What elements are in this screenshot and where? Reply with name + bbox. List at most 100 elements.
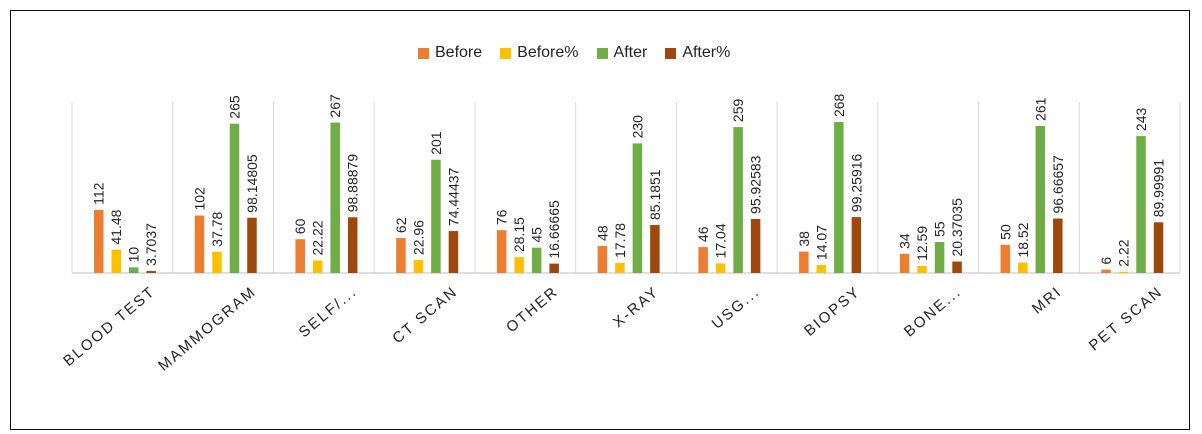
bar-before-percent-4 bbox=[514, 257, 524, 273]
data-label: 261 bbox=[1032, 97, 1048, 121]
legend-label-after-percent: After% bbox=[682, 44, 731, 61]
legend-label-before-percent: Before% bbox=[517, 44, 579, 61]
bar-after-0 bbox=[129, 267, 139, 273]
legend-swatch-before-percent bbox=[500, 47, 512, 59]
category-label: OTHER bbox=[503, 283, 562, 336]
bar-after-percent-9 bbox=[1053, 218, 1063, 273]
bar-before-percent-0 bbox=[111, 249, 121, 273]
bar-before-4 bbox=[496, 230, 507, 273]
bar-after-1 bbox=[229, 123, 240, 273]
data-label: 102 bbox=[191, 187, 207, 211]
data-label: 62 bbox=[393, 217, 409, 233]
bar-before-percent-5 bbox=[615, 262, 625, 273]
data-label: 48 bbox=[594, 225, 610, 241]
bar-after-percent-3 bbox=[448, 231, 459, 273]
data-label: 85.1851 bbox=[647, 169, 663, 220]
data-label: 38 bbox=[796, 231, 812, 247]
bar-before-6 bbox=[698, 247, 708, 273]
bar-before-9 bbox=[1000, 244, 1011, 273]
data-label: 74.44437 bbox=[445, 167, 461, 226]
bar-after-10 bbox=[1136, 136, 1146, 273]
data-label: 96.66657 bbox=[1050, 155, 1066, 214]
bar-before-5 bbox=[597, 245, 608, 273]
data-label: 76 bbox=[494, 209, 510, 225]
data-label: 60 bbox=[292, 218, 308, 234]
bar-after-percent-8 bbox=[952, 261, 962, 273]
bar-before-percent-1 bbox=[212, 251, 222, 273]
data-label: 17.78 bbox=[612, 223, 628, 258]
bar-after-percent-6 bbox=[750, 218, 761, 273]
data-label: 22.22 bbox=[310, 220, 326, 255]
bar-after-percent-7 bbox=[851, 217, 862, 273]
category-label: BIOPSY bbox=[801, 283, 864, 340]
bar-after-percent-4 bbox=[549, 263, 559, 273]
data-label: 265 bbox=[226, 95, 242, 119]
data-label: 17.04 bbox=[713, 223, 729, 258]
category-label: SELF/... bbox=[296, 283, 361, 341]
category-label: BLOOD TEST bbox=[60, 283, 159, 370]
data-label: 3.7037 bbox=[143, 223, 159, 266]
data-label: 268 bbox=[831, 93, 847, 117]
bar-after-percent-2 bbox=[347, 217, 358, 273]
category-label: BONE... bbox=[901, 283, 965, 340]
data-label: 28.15 bbox=[511, 217, 527, 252]
data-label: 112 bbox=[91, 182, 107, 205]
bar-after-5 bbox=[632, 143, 643, 273]
data-label: 34 bbox=[897, 233, 913, 249]
data-label: 50 bbox=[997, 224, 1013, 240]
legend-swatch-before bbox=[418, 47, 429, 59]
data-label: 37.78 bbox=[209, 211, 225, 246]
bar-after-6 bbox=[733, 127, 743, 273]
bar-before-8 bbox=[899, 253, 910, 273]
bar-before-percent-9 bbox=[1018, 262, 1028, 273]
bar-before-2 bbox=[295, 239, 305, 273]
bar-after-percent-10 bbox=[1153, 222, 1164, 273]
data-label: 45 bbox=[529, 227, 545, 243]
data-label: 230 bbox=[629, 115, 645, 139]
bar-after-3 bbox=[431, 159, 441, 273]
chart-legend: Before Before% After After% bbox=[418, 42, 730, 64]
data-label: 41.48 bbox=[108, 209, 124, 244]
legend-item-after-percent: After% bbox=[665, 44, 730, 62]
data-label: 99.25916 bbox=[848, 153, 864, 212]
category-label: CT SCAN bbox=[389, 283, 461, 347]
category-label: PET SCAN bbox=[1086, 283, 1166, 354]
legend-swatch-after-percent bbox=[665, 47, 677, 59]
bar-after-7 bbox=[834, 122, 844, 273]
chart-frame bbox=[10, 10, 1190, 430]
data-label: 16.66665 bbox=[546, 200, 562, 259]
data-label: 267 bbox=[327, 94, 343, 118]
data-label: 18.52 bbox=[1015, 222, 1031, 257]
data-label: 55 bbox=[932, 221, 948, 237]
bar-before-percent-10 bbox=[1118, 271, 1129, 273]
bar-before-percent-6 bbox=[715, 263, 726, 273]
legend-item-before-percent: Before% bbox=[500, 44, 579, 62]
bar-after-4 bbox=[531, 247, 542, 273]
data-label: 46 bbox=[695, 226, 711, 242]
data-label: 6 bbox=[1098, 257, 1114, 265]
bar-after-8 bbox=[934, 242, 945, 273]
bar-before-1 bbox=[194, 215, 205, 273]
bar-after-9 bbox=[1035, 125, 1046, 273]
bar-after-percent-0 bbox=[146, 270, 156, 273]
data-label: 10 bbox=[126, 247, 142, 263]
legend-swatch-after bbox=[596, 47, 608, 59]
data-label: 243 bbox=[1133, 108, 1149, 132]
data-label: 14.07 bbox=[813, 225, 829, 260]
data-label: 98.14805 bbox=[244, 154, 260, 213]
category-label: MRI bbox=[1029, 283, 1066, 318]
bar-before-0 bbox=[94, 209, 104, 273]
data-label: 20.37035 bbox=[949, 198, 965, 257]
bar-after-percent-5 bbox=[650, 225, 660, 273]
bar-after-percent-1 bbox=[247, 217, 257, 273]
bar-before-7 bbox=[799, 251, 809, 273]
legend-label-before: Before bbox=[435, 44, 483, 61]
bar-before-percent-7 bbox=[816, 265, 827, 273]
category-label: X-RAY bbox=[610, 283, 663, 331]
data-label: 2.22 bbox=[1116, 239, 1132, 266]
bar-before-percent-3 bbox=[413, 260, 424, 273]
legend-label-after: After bbox=[613, 44, 648, 61]
data-label: 89.99991 bbox=[1151, 159, 1167, 218]
data-label: 12.59 bbox=[914, 226, 930, 261]
